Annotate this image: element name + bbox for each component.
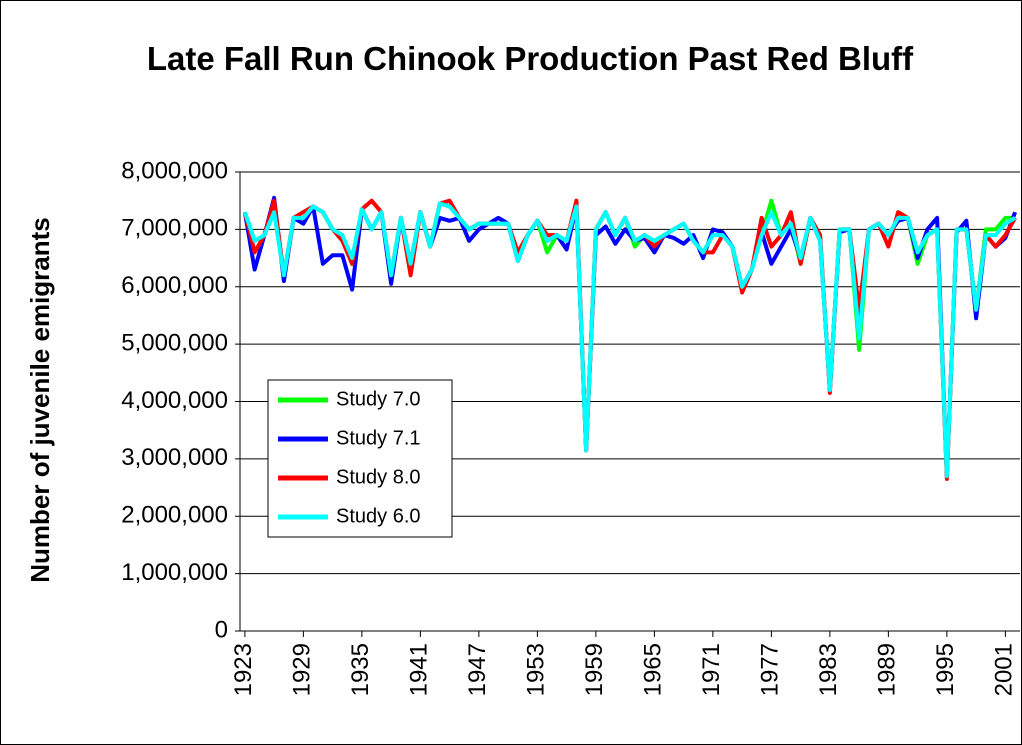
- legend-label: Study 7.0: [336, 388, 421, 410]
- x-tick-label: 2001: [991, 643, 1018, 696]
- y-tick-label: 1,000,000: [121, 559, 228, 586]
- x-tick-label: 1953: [523, 643, 550, 696]
- legend-label: Study 7.1: [336, 427, 421, 449]
- x-tick-label: 1929: [289, 643, 316, 696]
- y-tick-label: 7,000,000: [121, 215, 228, 242]
- x-tick-label: 1983: [815, 643, 842, 696]
- x-tick-label: 1989: [874, 643, 901, 696]
- chart-title: Late Fall Run Chinook Production Past Re…: [146, 40, 914, 77]
- y-tick-label: 6,000,000: [121, 272, 228, 299]
- x-tick-label: 1971: [698, 643, 725, 696]
- legend-label: Study 8.0: [336, 466, 421, 488]
- x-tick-label: 1959: [581, 643, 608, 696]
- x-tick-label: 1947: [464, 643, 491, 696]
- y-axis-title: Number of juvenile emigrants: [25, 217, 55, 583]
- x-tick-label: 1923: [230, 643, 257, 696]
- y-tick-label: 8,000,000: [121, 157, 228, 184]
- x-tick-label: 1935: [347, 643, 374, 696]
- y-tick-label: 2,000,000: [121, 502, 228, 529]
- legend-box: [267, 379, 453, 538]
- legend-label: Study 6.0: [336, 505, 421, 527]
- x-tick-label: 1977: [757, 643, 784, 696]
- x-tick-label: 1995: [932, 643, 959, 696]
- x-tick-label: 1965: [640, 643, 667, 696]
- y-tick-label: 3,000,000: [121, 444, 228, 471]
- y-tick-label: 0: [215, 616, 228, 643]
- y-tick-label: 4,000,000: [121, 387, 228, 414]
- series-line: [242, 201, 1017, 479]
- x-tick-label: 1941: [406, 643, 433, 696]
- y-tick-label: 5,000,000: [121, 329, 228, 356]
